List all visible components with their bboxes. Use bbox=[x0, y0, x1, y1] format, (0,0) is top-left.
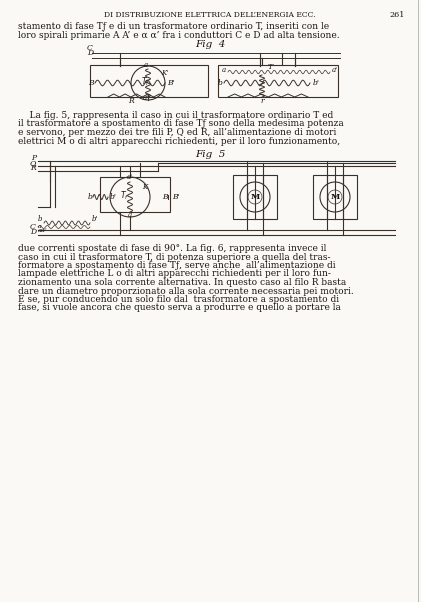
Text: fase, si vuole ancora che questo serva a produrre e quello a portare la: fase, si vuole ancora che questo serva a… bbox=[18, 303, 341, 312]
Bar bbox=[218, 65, 338, 97]
Text: Q: Q bbox=[30, 159, 36, 167]
Text: P: P bbox=[31, 154, 36, 162]
Text: M: M bbox=[330, 193, 340, 201]
Text: Fig  5: Fig 5 bbox=[195, 150, 225, 159]
Text: D: D bbox=[30, 228, 36, 236]
Text: E se, pur conducendo un solo filo dal  trasformatore a spostamento di: E se, pur conducendo un solo filo dal tr… bbox=[18, 295, 339, 304]
Text: a: a bbox=[128, 211, 132, 219]
Bar bbox=[313, 175, 357, 219]
Bar bbox=[100, 177, 170, 212]
Text: b: b bbox=[88, 193, 93, 201]
Text: M: M bbox=[250, 193, 260, 201]
Text: T: T bbox=[268, 63, 273, 71]
Text: C: C bbox=[30, 223, 36, 231]
Text: b': b' bbox=[110, 193, 117, 201]
Text: R: R bbox=[30, 164, 36, 172]
Text: 261: 261 bbox=[389, 11, 405, 19]
Text: dare un diametro proporzionato alla sola corrente necessaria pei motori.: dare un diametro proporzionato alla sola… bbox=[18, 287, 354, 296]
Bar bbox=[233, 175, 277, 219]
Text: il trasformatore a spostamento di fase Tƒ sono della medesima potenza: il trasformatore a spostamento di fase T… bbox=[18, 120, 344, 128]
Text: e servono, per mezzo dei tre fili P, Q ed R, all’alimentazione di motori: e servono, per mezzo dei tre fili P, Q e… bbox=[18, 128, 336, 137]
Text: loro spirali primarie A A’ e α α’ fra i conduttori C e D ad alta tensione.: loro spirali primarie A A’ e α α’ fra i … bbox=[18, 31, 340, 40]
Text: elettrici M o di altri apparecchi richiedenti, per il loro funzionamento,: elettrici M o di altri apparecchi richie… bbox=[18, 137, 340, 146]
Text: a: a bbox=[38, 224, 42, 229]
Bar bbox=[90, 65, 208, 97]
Text: b': b' bbox=[313, 79, 320, 87]
Text: a': a' bbox=[127, 173, 133, 181]
Text: DI DISTRIBUZIONE ELETTRICA DELL’ENERGIA ECC.: DI DISTRIBUZIONE ELETTRICA DELL’ENERGIA … bbox=[104, 11, 316, 19]
Text: stamento di fase Tƒ e di un trasformatore ordinario T, inseriti con le: stamento di fase Tƒ e di un trasformator… bbox=[18, 22, 329, 31]
Text: formatore a spostamento di fase Tƒ, serve anche  all’alimentazione di: formatore a spostamento di fase Tƒ, serv… bbox=[18, 261, 336, 270]
Text: b': b' bbox=[92, 215, 99, 223]
Text: D: D bbox=[87, 49, 93, 57]
Text: a: a bbox=[144, 61, 148, 69]
Text: zionamento una sola corrente alternativa. In questo caso al filo R basta: zionamento una sola corrente alternativa… bbox=[18, 278, 346, 287]
Text: aα': aα' bbox=[38, 228, 48, 233]
Text: due correnti spostate di fase di 90°. La fig. 6, rappresenta invece il: due correnti spostate di fase di 90°. La… bbox=[18, 244, 326, 253]
Text: a': a' bbox=[332, 66, 338, 74]
Text: $T_f$: $T_f$ bbox=[141, 76, 150, 88]
Text: r: r bbox=[260, 97, 264, 105]
Text: B: B bbox=[88, 79, 93, 87]
Text: a: a bbox=[222, 66, 226, 74]
Text: caso in cui il trasformatore T, di potenza superiore a quella del tras-: caso in cui il trasformatore T, di poten… bbox=[18, 252, 330, 261]
Text: La fig. 5, rappresenta il caso in cui il trasformatore ordinario T ed: La fig. 5, rappresenta il caso in cui il… bbox=[18, 111, 333, 120]
Text: b: b bbox=[218, 79, 223, 87]
Text: B: B bbox=[162, 193, 168, 201]
Text: b: b bbox=[38, 215, 43, 223]
Text: C: C bbox=[87, 44, 93, 52]
Text: B': B' bbox=[167, 79, 175, 87]
Text: K': K' bbox=[161, 69, 168, 77]
Text: B': B' bbox=[172, 193, 180, 201]
Text: lampade elettriche L o di altri apparecchi richiedenti per il loro fun-: lampade elettriche L o di altri apparecc… bbox=[18, 270, 331, 279]
Text: R: R bbox=[128, 97, 134, 105]
Text: $T_f$: $T_f$ bbox=[120, 190, 129, 202]
Text: Fig  4: Fig 4 bbox=[195, 40, 225, 49]
Text: a': a' bbox=[143, 94, 149, 102]
Text: K: K bbox=[142, 183, 147, 191]
